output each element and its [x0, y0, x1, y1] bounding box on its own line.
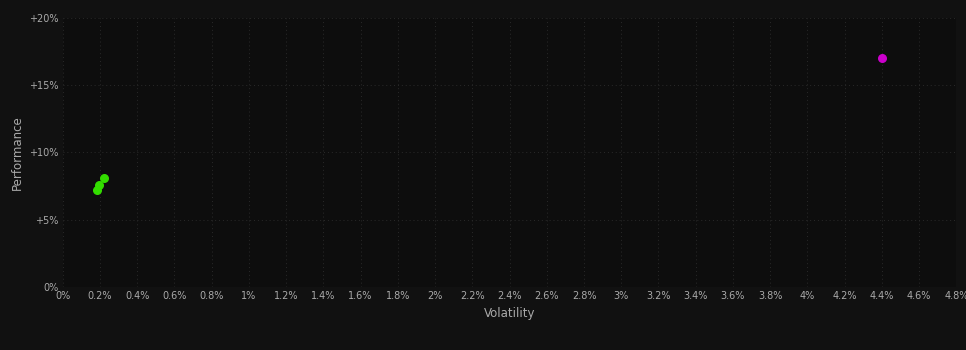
Point [874, 55, 890, 61]
X-axis label: Volatility: Volatility [484, 307, 535, 320]
Point [96, 175, 111, 181]
Point [90, 187, 105, 193]
Point [92, 182, 107, 187]
Y-axis label: Performance: Performance [11, 115, 23, 190]
